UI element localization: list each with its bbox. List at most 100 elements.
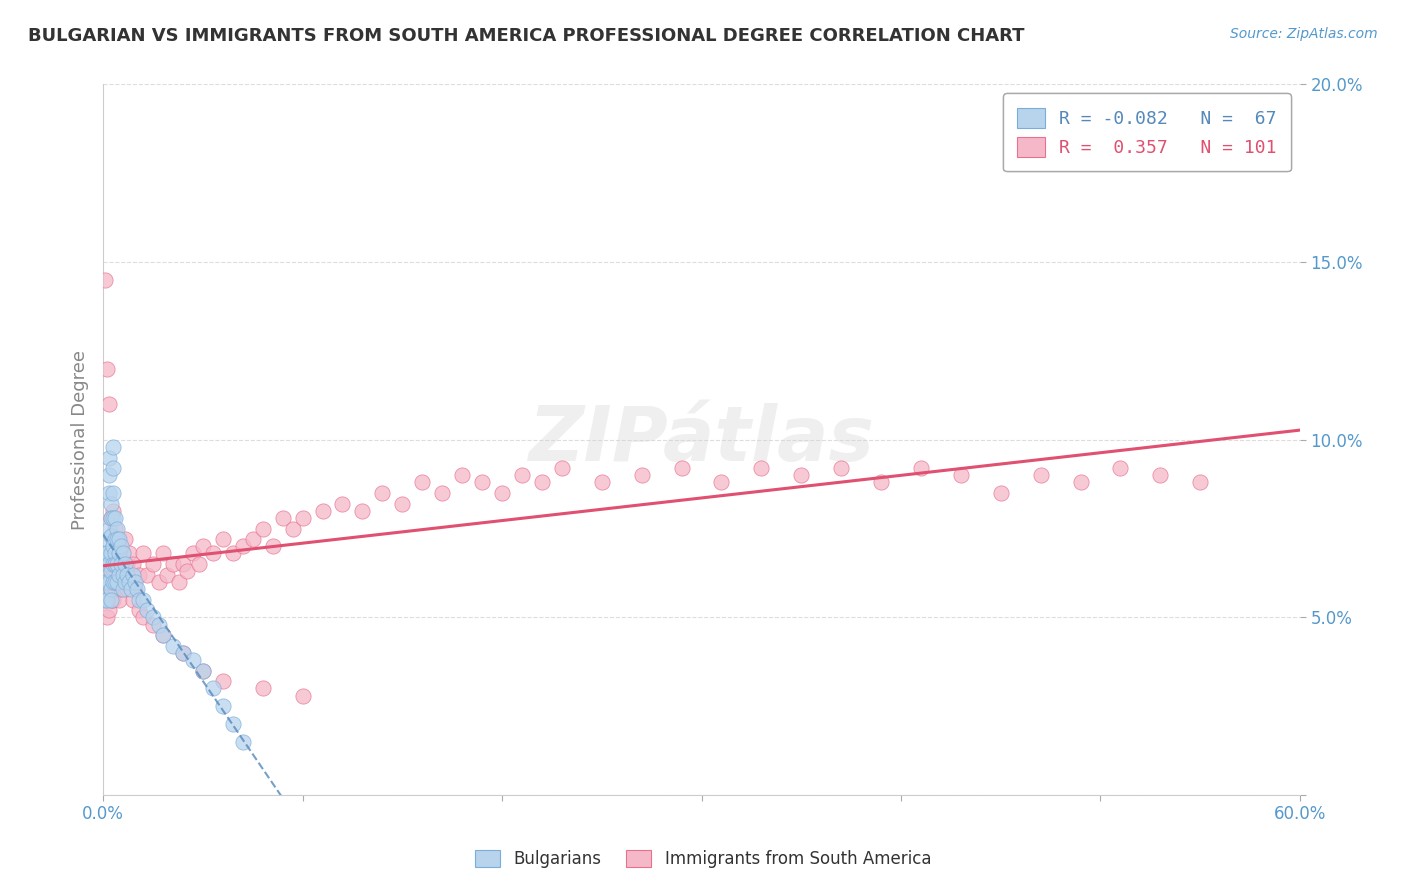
Point — [311, 504, 333, 518]
Point — [291, 689, 314, 703]
Point — [100, 529, 122, 543]
Point — [110, 557, 132, 571]
Point — [1109, 461, 1132, 475]
Point — [1189, 475, 1212, 490]
Point — [100, 497, 122, 511]
Point — [101, 461, 124, 475]
Point — [142, 557, 165, 571]
Point — [104, 522, 127, 536]
Point — [100, 582, 122, 596]
Point — [132, 592, 155, 607]
Point — [104, 557, 127, 571]
Point — [101, 504, 124, 518]
Point — [172, 646, 194, 660]
Point — [98, 557, 121, 571]
Point — [105, 533, 128, 547]
Point — [105, 522, 128, 536]
Point — [990, 486, 1012, 500]
Point — [252, 522, 274, 536]
Point — [630, 468, 652, 483]
Point — [132, 610, 155, 624]
Point — [100, 592, 122, 607]
Text: Source: ZipAtlas.com: Source: ZipAtlas.com — [1230, 27, 1378, 41]
Point — [281, 522, 304, 536]
Point — [110, 539, 132, 553]
Point — [710, 475, 733, 490]
Point — [101, 567, 124, 582]
Point — [156, 567, 179, 582]
Point — [122, 592, 145, 607]
Point — [101, 440, 124, 454]
Point — [136, 567, 159, 582]
Point — [94, 567, 117, 582]
Point — [125, 582, 148, 596]
Point — [530, 475, 553, 490]
Point — [101, 574, 124, 589]
Point — [830, 461, 852, 475]
Point — [98, 574, 121, 589]
Point — [100, 582, 122, 596]
Point — [98, 468, 121, 483]
Point — [176, 564, 198, 578]
Point — [105, 574, 128, 589]
Point — [252, 681, 274, 696]
Point — [94, 592, 117, 607]
Point — [98, 603, 121, 617]
Point — [222, 717, 245, 731]
Point — [114, 533, 136, 547]
Point — [271, 511, 294, 525]
Point — [751, 461, 773, 475]
Point — [96, 361, 118, 376]
Point — [242, 533, 264, 547]
Point — [162, 639, 184, 653]
Point — [471, 475, 494, 490]
Point — [142, 617, 165, 632]
Point — [128, 592, 150, 607]
Point — [101, 557, 124, 571]
Legend: R = -0.082   N =  67, R =  0.357   N = 101: R = -0.082 N = 67, R = 0.357 N = 101 — [1002, 94, 1291, 171]
Point — [191, 664, 214, 678]
Point — [262, 539, 284, 553]
Point — [211, 674, 233, 689]
Point — [100, 546, 122, 560]
Point — [94, 273, 117, 287]
Legend: Bulgarians, Immigrants from South America: Bulgarians, Immigrants from South Americ… — [468, 843, 938, 875]
Point — [96, 574, 118, 589]
Point — [96, 557, 118, 571]
Point — [122, 567, 145, 582]
Y-axis label: Professional Degree: Professional Degree — [72, 350, 89, 530]
Point — [790, 468, 813, 483]
Point — [100, 511, 122, 525]
Point — [112, 582, 135, 596]
Point — [104, 533, 127, 547]
Point — [1029, 468, 1052, 483]
Point — [112, 546, 135, 560]
Point — [132, 546, 155, 560]
Point — [98, 522, 121, 536]
Point — [152, 628, 174, 642]
Point — [167, 574, 190, 589]
Point — [110, 582, 132, 596]
Point — [96, 610, 118, 624]
Point — [104, 557, 127, 571]
Point — [98, 574, 121, 589]
Point — [172, 557, 194, 571]
Point — [232, 539, 254, 553]
Point — [108, 564, 131, 578]
Point — [101, 486, 124, 500]
Point — [128, 603, 150, 617]
Point — [671, 461, 693, 475]
Point — [115, 582, 138, 596]
Point — [104, 511, 127, 525]
Point — [222, 546, 245, 560]
Point — [104, 582, 127, 596]
Point — [391, 497, 413, 511]
Point — [100, 564, 122, 578]
Point — [510, 468, 533, 483]
Point — [112, 567, 135, 582]
Point — [98, 486, 121, 500]
Point — [136, 603, 159, 617]
Point — [1149, 468, 1171, 483]
Point — [191, 664, 214, 678]
Point — [118, 574, 141, 589]
